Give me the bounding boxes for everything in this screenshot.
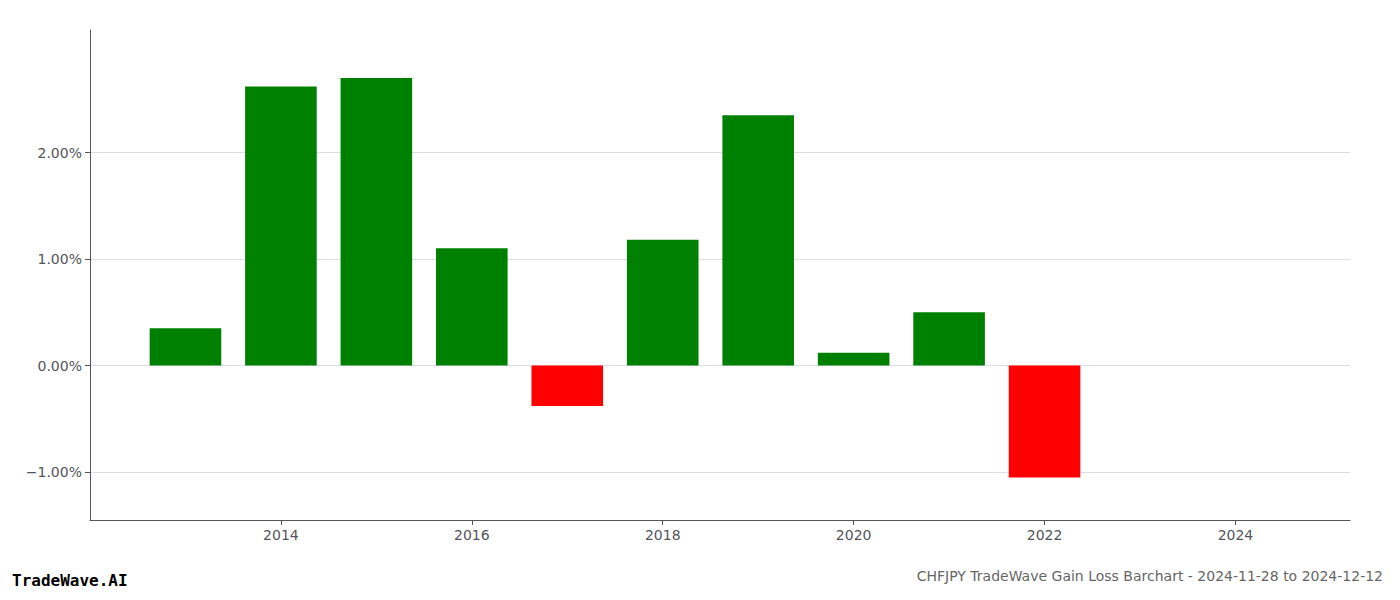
- svg-text:TradeWave.AI: TradeWave.AI: [12, 571, 128, 590]
- svg-text:2020: 2020: [836, 527, 872, 543]
- svg-text:2.00%: 2.00%: [38, 145, 82, 161]
- svg-text:2024: 2024: [1218, 527, 1254, 543]
- svg-text:2018: 2018: [645, 527, 681, 543]
- svg-text:CHFJPY TradeWave Gain Loss Bar: CHFJPY TradeWave Gain Loss Barchart - 20…: [917, 568, 1383, 584]
- svg-text:0.00%: 0.00%: [38, 358, 82, 374]
- svg-text:1.00%: 1.00%: [38, 251, 82, 267]
- svg-text:2014: 2014: [263, 527, 299, 543]
- svg-text:−1.00%: −1.00%: [26, 464, 82, 480]
- svg-text:2022: 2022: [1027, 527, 1063, 543]
- svg-text:2016: 2016: [454, 527, 490, 543]
